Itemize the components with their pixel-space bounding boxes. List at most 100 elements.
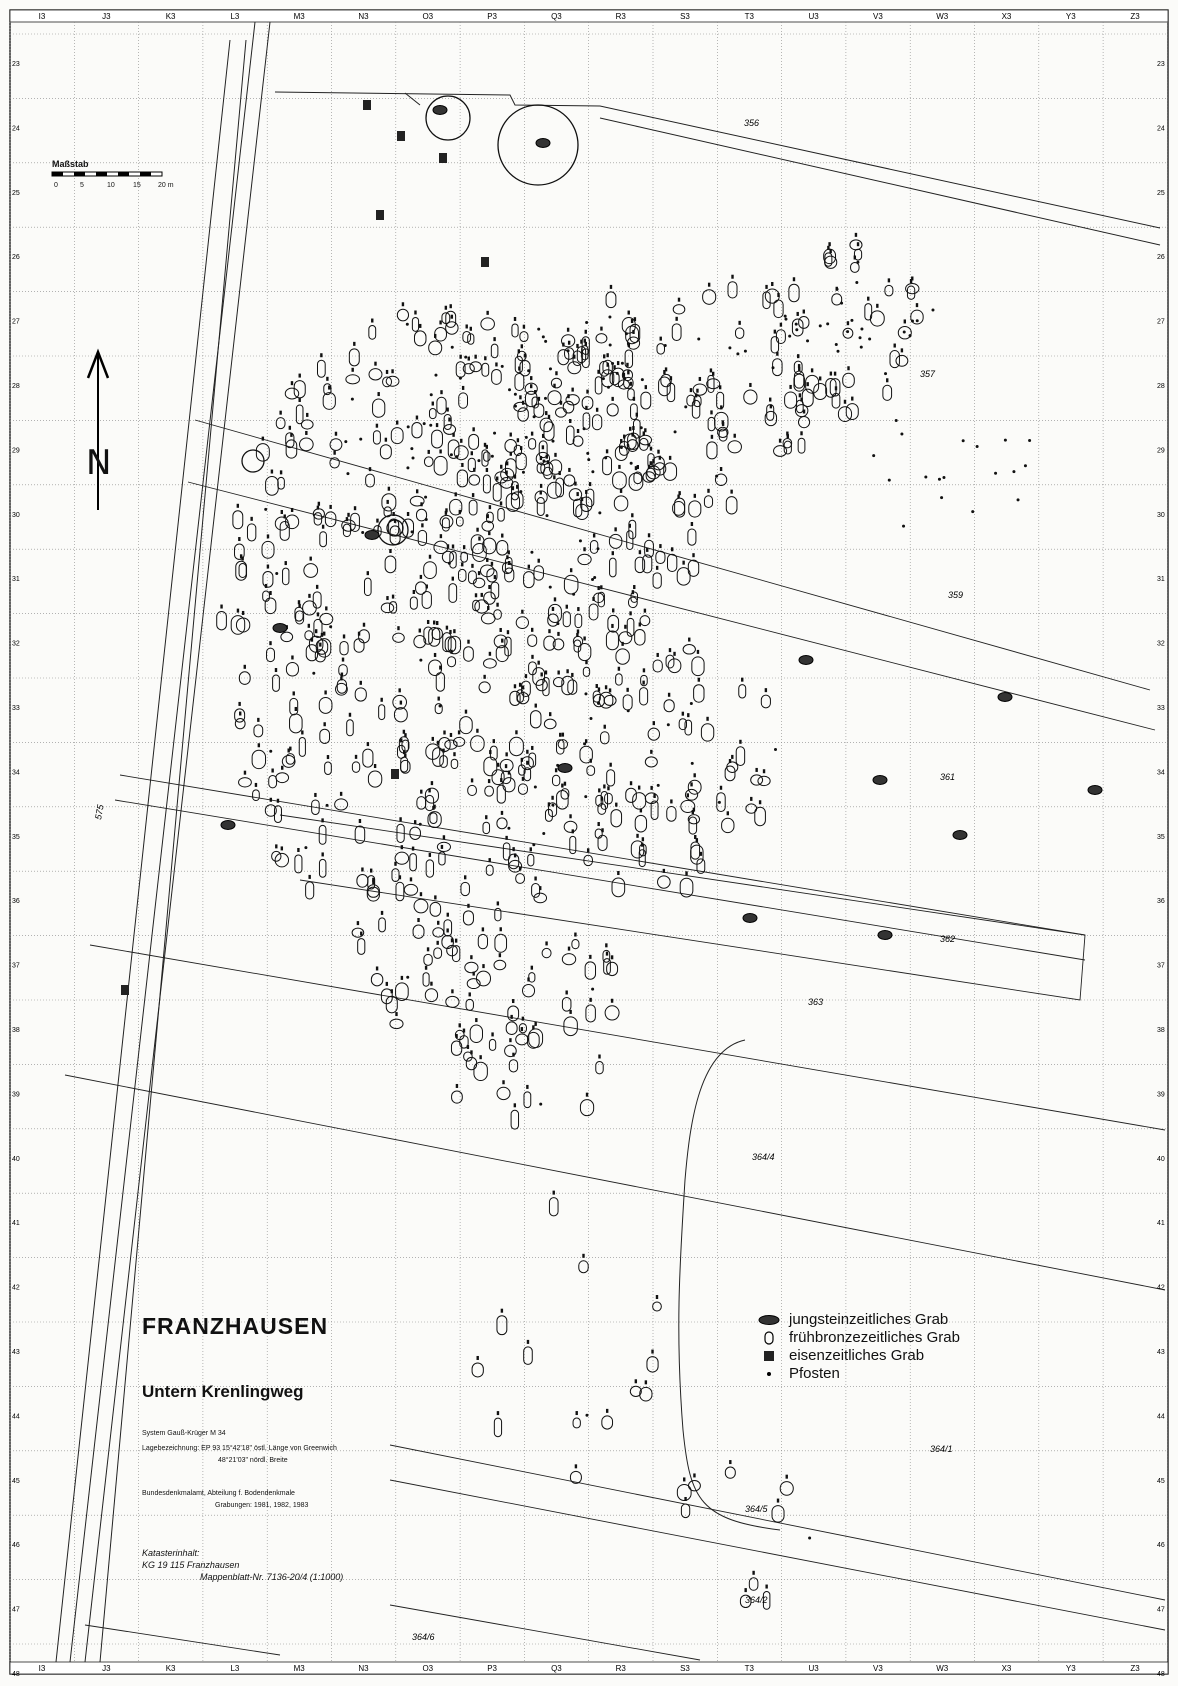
bronze-age-grave [726, 761, 739, 774]
column-label-bottom: T3 [745, 1664, 755, 1673]
bronze-age-grave [271, 850, 282, 862]
bronze-age-grave [548, 802, 558, 818]
bronze-age-grave [483, 658, 497, 669]
post-hole [846, 330, 850, 334]
bronze-age-grave [480, 317, 495, 331]
bronze-age-grave [252, 789, 260, 802]
post-hole [350, 397, 354, 401]
bronze-age-grave [562, 611, 571, 628]
bronze-age-grave [509, 690, 521, 707]
legend-label: frühbronzezeitliches Grab [789, 1329, 960, 1346]
legend-item: jungsteinzeitliches Grab [757, 1311, 960, 1329]
bronze-age-grave [628, 596, 638, 609]
bronze-age-grave [367, 886, 380, 898]
post-hole [556, 622, 560, 626]
bronze-age-grave [754, 806, 766, 827]
bronze-age-grave [415, 508, 428, 522]
bronze-age-grave [547, 613, 559, 627]
post-hole [788, 334, 792, 338]
bronze-age-grave [679, 877, 694, 898]
post-hole [539, 1102, 543, 1106]
bronze-age-grave [336, 679, 348, 694]
bronze-age-grave [409, 495, 425, 507]
bronze-age-grave [507, 1005, 520, 1022]
row-label-left: 39 [12, 1091, 20, 1098]
bronze-age-grave [490, 343, 499, 359]
bronze-age-grave [560, 788, 570, 800]
bronze-age-grave [391, 868, 400, 883]
post-hole [975, 444, 979, 448]
bronze-age-grave [640, 391, 652, 410]
bronze-age-grave [494, 933, 508, 953]
bronze-age-grave [447, 439, 460, 459]
post-hole [513, 404, 517, 408]
row-label-left: 32 [12, 641, 20, 648]
bronze-age-grave [634, 814, 648, 833]
neolithic-grave [432, 105, 448, 115]
iron-age-grave [121, 985, 129, 995]
neolithic-grave [742, 913, 758, 923]
bronze-age-grave [779, 1481, 794, 1496]
bronze-age-grave [548, 1197, 559, 1217]
bronze-age-grave [674, 497, 686, 518]
bronze-age-grave [409, 853, 417, 872]
bronze-age-grave [289, 713, 303, 734]
post-hole [795, 328, 799, 332]
bronze-age-grave [766, 404, 775, 421]
bronze-age-grave [665, 654, 675, 669]
bronze-age-grave [424, 988, 439, 1003]
bronze-age-grave [626, 439, 639, 452]
row-label-left: 48 [12, 1671, 20, 1678]
bronze-age-grave [609, 557, 617, 578]
bronze-age-grave [791, 318, 804, 337]
bronze-age-grave [354, 687, 367, 702]
bronze-age-grave [552, 677, 565, 688]
ring-ditch [425, 95, 471, 141]
bronze-age-grave [528, 438, 537, 450]
column-label-bottom: U3 [808, 1664, 819, 1673]
post-hole [325, 803, 329, 807]
map-features [51, 21, 1166, 1663]
bronze-age-grave [604, 1005, 620, 1021]
grave-features [121, 100, 1103, 1610]
row-label-left: 30 [12, 512, 20, 519]
bronze-age-grave [508, 853, 520, 870]
bronze-age-grave [468, 474, 481, 486]
bronze-age-grave [496, 784, 506, 804]
bronze-age-grave [532, 667, 546, 686]
bronze-age-grave [606, 403, 619, 417]
bronze-age-grave [552, 638, 565, 651]
bronze-age-grave [319, 728, 331, 744]
bronze-age-grave [411, 316, 420, 332]
bronze-age-grave [505, 492, 521, 512]
column-label-bottom: S3 [680, 1664, 690, 1673]
post-hole [429, 423, 433, 427]
bronze-age-grave [910, 309, 924, 325]
bronze-age-grave [496, 1315, 508, 1336]
row-label-left: 23 [12, 61, 20, 68]
bronze-age-grave [702, 289, 717, 305]
post-hole [624, 332, 628, 336]
bronze-age-grave [582, 666, 591, 677]
neolithic-grave [798, 655, 814, 665]
bronze-age-grave [745, 803, 758, 814]
bronze-age-grave [318, 696, 333, 714]
bronze-age-grave [261, 540, 275, 559]
legend-label: eisenzeitliches Grab [789, 1347, 925, 1364]
row-label-right: 23 [1157, 61, 1165, 68]
bronze-age-grave [555, 407, 567, 418]
bronze-age-grave [905, 282, 920, 295]
bronze-age-grave [692, 383, 708, 396]
bronze-age-grave [392, 694, 408, 710]
post-hole [455, 455, 459, 459]
bronze-age-grave [644, 539, 654, 558]
grid-labels: I3 I3 J3 J3 K3 K3 L3 L3 M3 M3 N3 N3 O3 O3 P3 P3 Q3 Q3 R3 R3… [12, 12, 1165, 1678]
bronze-age-grave [294, 854, 303, 874]
bronze-age-grave [367, 770, 383, 788]
bronze-age-grave [353, 638, 365, 653]
bronze-age-grave [842, 327, 854, 339]
bronze-age-grave [411, 422, 423, 439]
bronze-age-grave [416, 796, 427, 810]
bronze-age-grave [265, 476, 279, 496]
bronze-age-grave [378, 917, 386, 933]
